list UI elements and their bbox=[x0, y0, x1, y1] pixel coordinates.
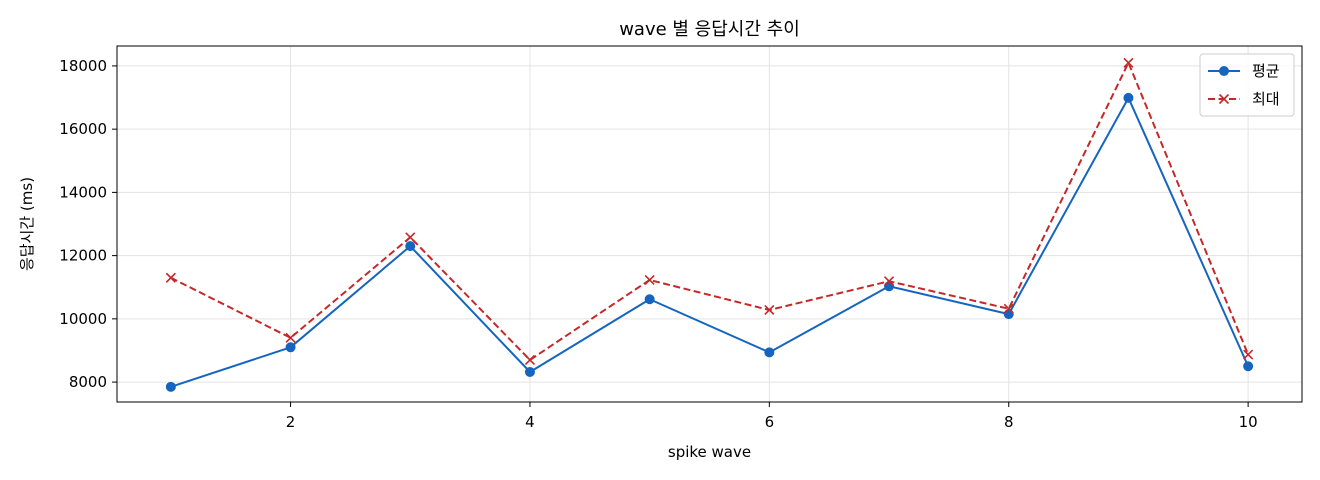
data-point bbox=[1123, 57, 1134, 68]
data-point bbox=[524, 354, 536, 366]
data-point bbox=[285, 342, 296, 353]
data-point bbox=[883, 276, 895, 287]
y-axis-label: 응답시간 (ms) bbox=[18, 177, 36, 271]
legend-marker bbox=[1218, 93, 1230, 105]
legend-label: 최대 bbox=[1252, 90, 1280, 108]
data-point bbox=[1243, 361, 1254, 372]
legend-label: 평균 bbox=[1252, 62, 1280, 80]
data-point bbox=[764, 304, 775, 316]
y-tick-label: 10000 bbox=[59, 310, 107, 328]
data-point bbox=[644, 294, 655, 305]
legend-box bbox=[1199, 53, 1295, 117]
x-tick-label: 6 bbox=[765, 413, 775, 431]
data-point bbox=[285, 332, 296, 343]
data-point bbox=[165, 272, 176, 283]
series-group bbox=[165, 57, 1254, 392]
data-point bbox=[764, 347, 775, 358]
y-tick-label: 18000 bbox=[59, 57, 107, 75]
data-point bbox=[165, 381, 176, 392]
data-point bbox=[1243, 349, 1254, 360]
series-line-2 bbox=[170, 61, 1250, 361]
y-axis-ticks: 8000 10000 12000 14000 16000 18000 bbox=[59, 57, 117, 391]
x-tick-label: 2 bbox=[286, 413, 296, 431]
x-tick-label: 4 bbox=[525, 413, 535, 431]
data-point bbox=[405, 241, 416, 252]
data-point bbox=[1003, 303, 1014, 314]
y-tick-label: 14000 bbox=[59, 183, 107, 201]
legend-marker bbox=[1219, 66, 1229, 76]
y-tick-label: 12000 bbox=[59, 247, 107, 265]
x-tick-label: 8 bbox=[1004, 413, 1014, 431]
y-tick-label: 8000 bbox=[69, 373, 107, 391]
data-point bbox=[644, 274, 655, 286]
x-tick-label: 10 bbox=[1239, 413, 1258, 431]
series-line-1 bbox=[170, 96, 1250, 388]
data-point bbox=[524, 366, 535, 377]
x-axis-label: spike wave bbox=[668, 443, 751, 461]
chart-title: wave 별 응답시간 추이 bbox=[619, 19, 800, 40]
plot-frame bbox=[116, 45, 1303, 403]
y-tick-label: 16000 bbox=[59, 120, 107, 138]
data-point bbox=[405, 232, 416, 243]
x-axis-ticks: 2 4 6 8 10 bbox=[286, 402, 1258, 431]
data-point bbox=[1003, 309, 1014, 320]
data-point bbox=[1123, 92, 1134, 103]
